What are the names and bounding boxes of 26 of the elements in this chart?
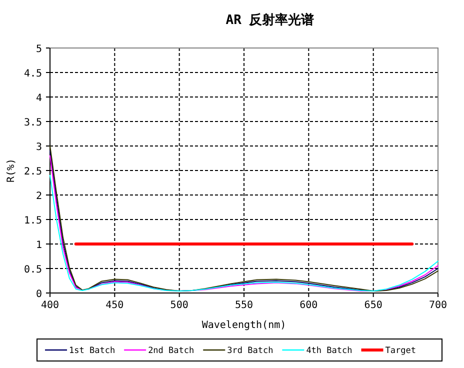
- y-tick-label: 3: [36, 142, 42, 153]
- x-tick-label: 400: [40, 300, 60, 311]
- y-tick-label: 3.5: [24, 118, 42, 128]
- x-tick-label: 700: [428, 300, 448, 311]
- x-axis-title: Wavelength(nm): [202, 320, 286, 331]
- chart-title: AR 反射率光谱: [226, 12, 314, 28]
- legend-label: 3rd Batch: [227, 346, 274, 356]
- x-tick-label: 600: [300, 300, 318, 311]
- y-axis-title: R(%): [6, 158, 17, 183]
- legend-label: 2nd Batch: [148, 346, 194, 356]
- x-tick-label: 550: [234, 300, 254, 311]
- legend-label: Target: [385, 346, 416, 356]
- y-tick-label: 4.5: [24, 68, 42, 80]
- y-tick-label: 1: [36, 240, 42, 251]
- y-tick-label: 4: [36, 93, 42, 104]
- y-tick-label: 5: [36, 44, 42, 55]
- legend-label: 1st Batch: [69, 346, 116, 356]
- y-tick-label: 0.5: [24, 264, 42, 276]
- x-tick-label: 500: [170, 300, 188, 311]
- x-tick-label: 450: [106, 300, 124, 311]
- y-tick-label: 2.5: [24, 166, 42, 178]
- legend-label: 4th Batch: [306, 346, 352, 356]
- y-tick-label: 2: [36, 191, 42, 202]
- x-tick-label: 650: [364, 300, 382, 311]
- y-tick-label: 1.5: [24, 216, 42, 226]
- y-tick-label: 0: [36, 289, 42, 300]
